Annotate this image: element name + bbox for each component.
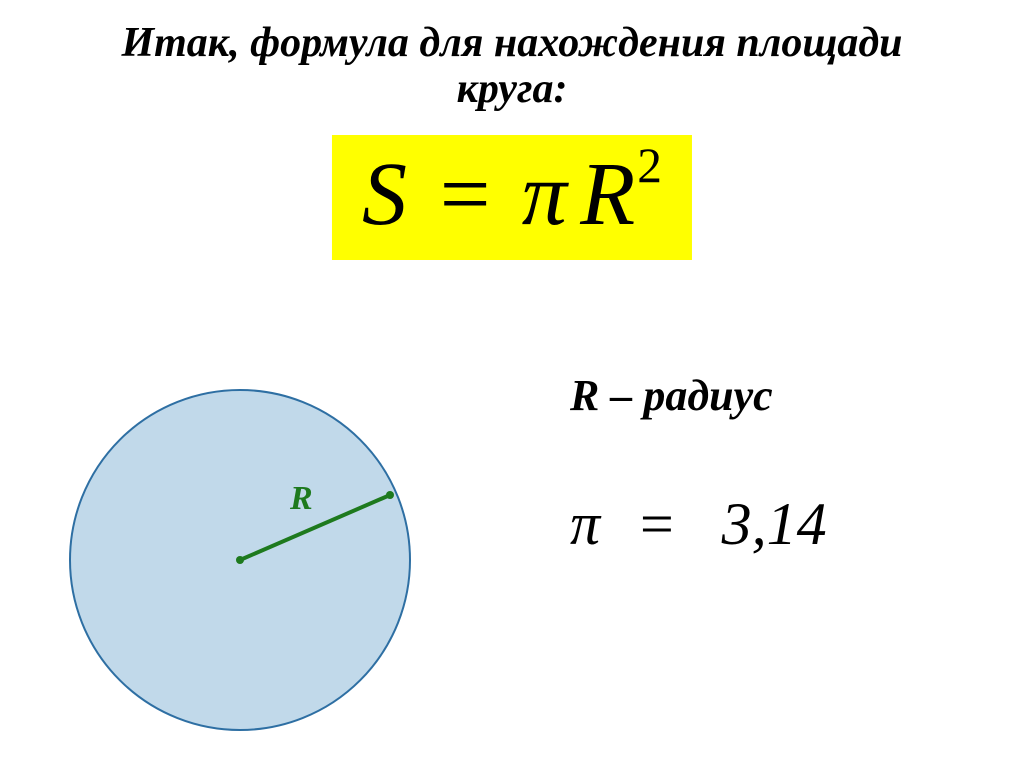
slide-root: Итак, формула для нахождения площади кру… [0, 0, 1024, 767]
pi-symbol: π [570, 491, 600, 557]
radius-label-on-circle: R [290, 480, 313, 518]
pi-value: π = 3,14 [570, 490, 827, 559]
circle-svg [60, 380, 420, 740]
circle-diagram: R [60, 380, 420, 740]
pi-equals: = [636, 491, 677, 557]
pi-number: 3,14 [722, 491, 827, 557]
slide-title: Итак, формула для нахождения площади кру… [0, 20, 1024, 112]
formula-var-r: R [580, 143, 635, 246]
formula-equals: = [434, 143, 495, 246]
formula-var-s: S [362, 143, 407, 246]
formula-pi: π [522, 143, 567, 246]
radius-definition: R – радиус [570, 370, 773, 421]
formula-exponent: 2 [637, 137, 662, 194]
area-formula-box: S = π R 2 [332, 135, 692, 260]
